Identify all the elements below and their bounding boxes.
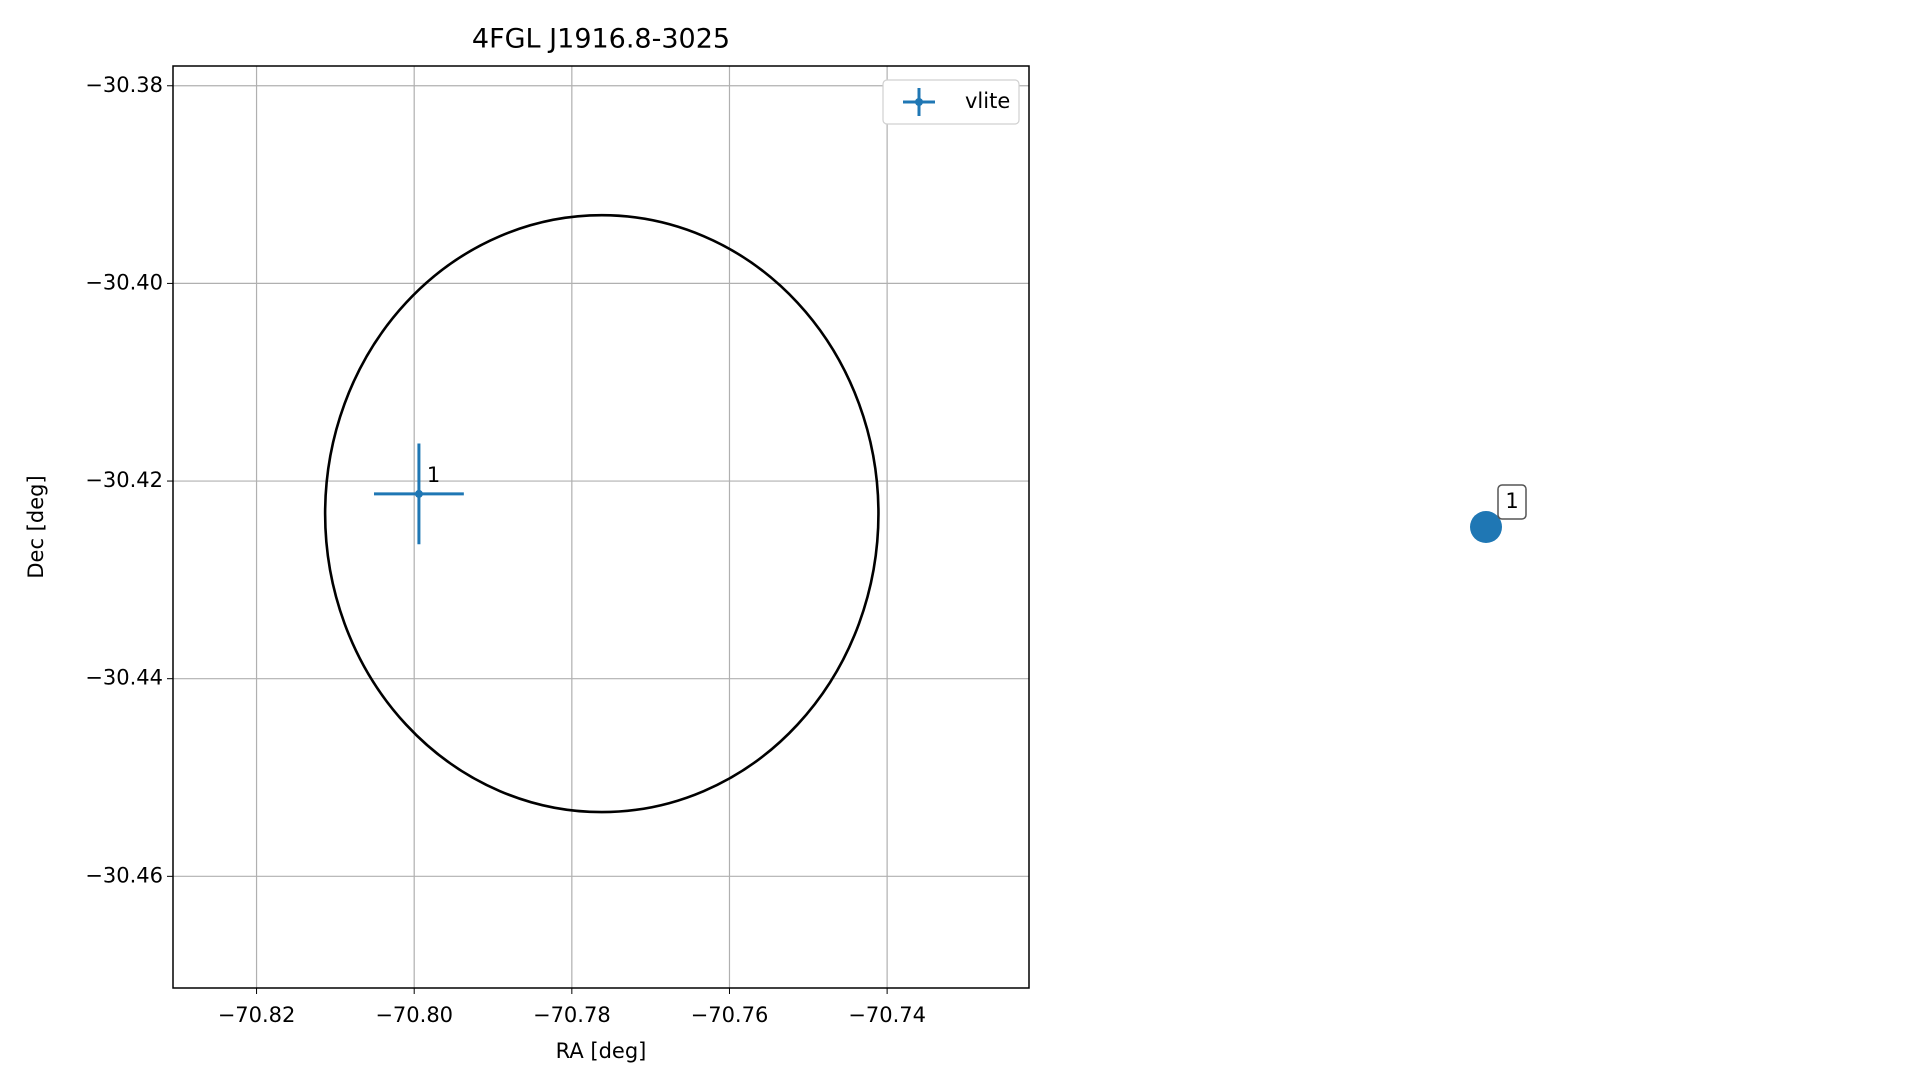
error-ellipse: [323, 213, 880, 814]
marker-label: 1: [1505, 489, 1518, 513]
axes-frame: [172, 65, 1030, 989]
y-tick-label: −30.44: [85, 666, 163, 690]
x-tick-label: −70.74: [848, 1003, 926, 1027]
legend-symbol: [915, 98, 923, 106]
y-tick-label: −30.38: [85, 73, 163, 97]
legend-box: [882, 79, 1020, 125]
x-tick-label: −70.82: [218, 1003, 296, 1027]
marker-dot: [1470, 511, 1502, 543]
chart-title: 4FGL J1916.8-3025: [472, 24, 730, 55]
x-tick-label: −70.78: [533, 1003, 611, 1027]
x-tick-label: −70.76: [691, 1003, 769, 1027]
x-axis-label: RA [deg]: [556, 1039, 647, 1063]
x-tick-label: −70.80: [375, 1003, 453, 1027]
y-axis-label: Dec [deg]: [24, 475, 48, 578]
y-tick-label: −30.46: [85, 863, 163, 887]
y-tick-label: −30.40: [85, 270, 163, 294]
point: [414, 489, 423, 498]
legend-label: vlite: [965, 89, 1010, 113]
marker-label-box: [1497, 484, 1527, 520]
point-label: 1: [427, 463, 440, 487]
y-tick-label: −30.42: [85, 468, 163, 492]
